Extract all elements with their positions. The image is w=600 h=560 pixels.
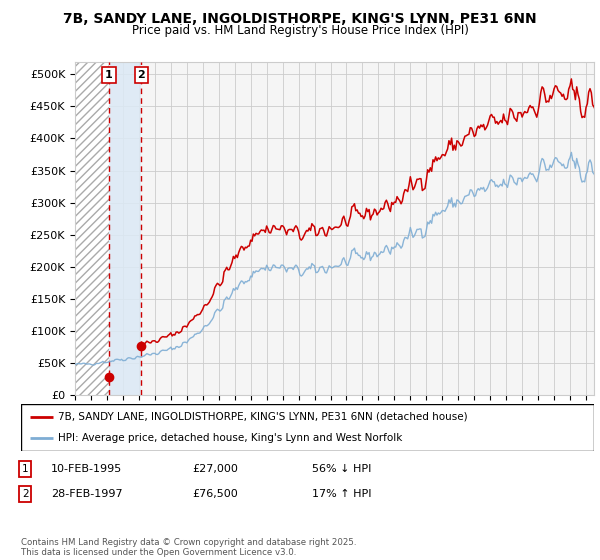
Text: 2: 2 — [22, 489, 29, 499]
Text: 7B, SANDY LANE, INGOLDISTHORPE, KING'S LYNN, PE31 6NN (detached house): 7B, SANDY LANE, INGOLDISTHORPE, KING'S L… — [58, 412, 468, 422]
Text: 1: 1 — [105, 70, 113, 80]
Text: HPI: Average price, detached house, King's Lynn and West Norfolk: HPI: Average price, detached house, King… — [58, 433, 403, 444]
Text: 28-FEB-1997: 28-FEB-1997 — [51, 489, 122, 499]
Bar — [109, 62, 142, 395]
Text: 17% ↑ HPI: 17% ↑ HPI — [312, 489, 371, 499]
Bar — [75, 62, 109, 395]
Text: 56% ↓ HPI: 56% ↓ HPI — [312, 464, 371, 474]
Text: Contains HM Land Registry data © Crown copyright and database right 2025.
This d: Contains HM Land Registry data © Crown c… — [21, 538, 356, 557]
Text: £27,000: £27,000 — [192, 464, 238, 474]
Text: 7B, SANDY LANE, INGOLDISTHORPE, KING'S LYNN, PE31 6NN: 7B, SANDY LANE, INGOLDISTHORPE, KING'S L… — [63, 12, 537, 26]
Text: 10-FEB-1995: 10-FEB-1995 — [51, 464, 122, 474]
Text: 1: 1 — [22, 464, 29, 474]
Text: £76,500: £76,500 — [192, 489, 238, 499]
Text: Price paid vs. HM Land Registry's House Price Index (HPI): Price paid vs. HM Land Registry's House … — [131, 24, 469, 37]
Text: 2: 2 — [137, 70, 145, 80]
